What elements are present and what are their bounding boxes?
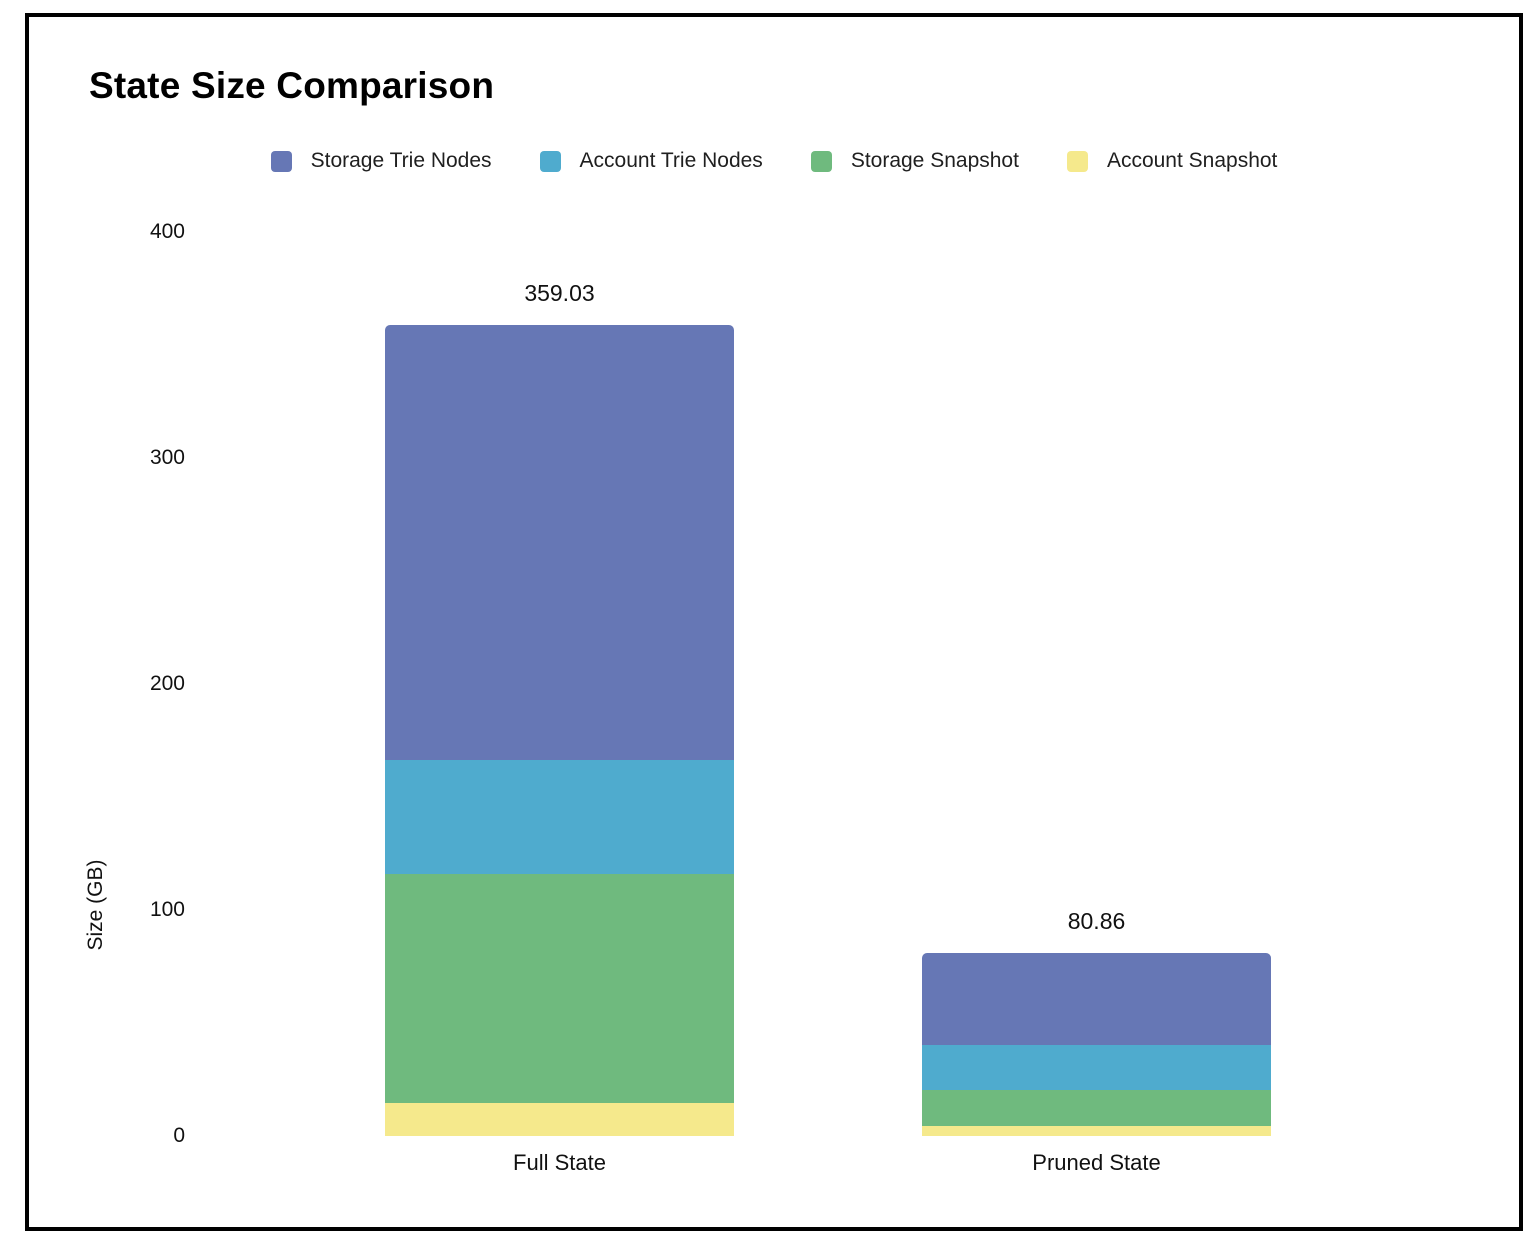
y-tick-label: 200 <box>149 671 185 695</box>
legend-swatch-icon <box>539 150 561 172</box>
y-tick-label: 0 <box>173 1123 185 1147</box>
bar-segment-storage-trie-nodes <box>385 324 734 760</box>
legend-swatch-icon <box>270 150 292 172</box>
legend: Storage Trie Nodes Account Trie Nodes Stor… <box>29 149 1519 173</box>
bar-segment-account-trie-nodes <box>922 1044 1271 1090</box>
bar-segment-account-snapshot <box>922 1125 1271 1136</box>
bar-segment-account-trie-nodes <box>385 759 734 874</box>
bar-segment-account-snapshot <box>385 1103 734 1136</box>
chart-title: State Size Comparison <box>89 65 495 106</box>
legend-item-0: Storage Trie Nodes <box>270 149 492 173</box>
bar-total-label: 80.86 <box>1067 907 1126 934</box>
legend-label: Account Snapshot <box>1106 149 1278 172</box>
bar-segment-storage-snapshot <box>922 1089 1271 1126</box>
legend-item-2: Storage Snapshot <box>810 149 1019 173</box>
chart-frame: State Size Comparison Storage Trie Nodes… <box>25 13 1523 1231</box>
legend-item-1: Account Trie Nodes <box>539 149 763 173</box>
legend-label: Storage Trie Nodes <box>310 149 492 172</box>
bar-full-state <box>385 324 734 1136</box>
legend-label: Storage Snapshot <box>850 149 1019 172</box>
bar-total-label: 359.03 <box>524 279 595 306</box>
legend-swatch-icon <box>1066 150 1088 172</box>
bar-segment-storage-trie-nodes <box>922 952 1271 1045</box>
x-axis-label-pruned-state: Pruned State <box>1032 1150 1161 1175</box>
plot-area: Size (GB) 0 100 200 300 400 359.03 80.86 <box>29 220 1519 1147</box>
legend-item-3: Account Snapshot <box>1066 149 1278 173</box>
y-tick-label: 300 <box>149 445 185 469</box>
bar-segment-storage-snapshot <box>385 873 734 1104</box>
bar-pruned-state <box>922 952 1271 1136</box>
y-tick-label: 100 <box>149 897 185 921</box>
legend-label: Account Trie Nodes <box>579 149 763 172</box>
y-tick-label: 400 <box>149 220 185 243</box>
legend-swatch-icon <box>810 150 832 172</box>
x-axis-label-full-state: Full State <box>513 1150 606 1175</box>
